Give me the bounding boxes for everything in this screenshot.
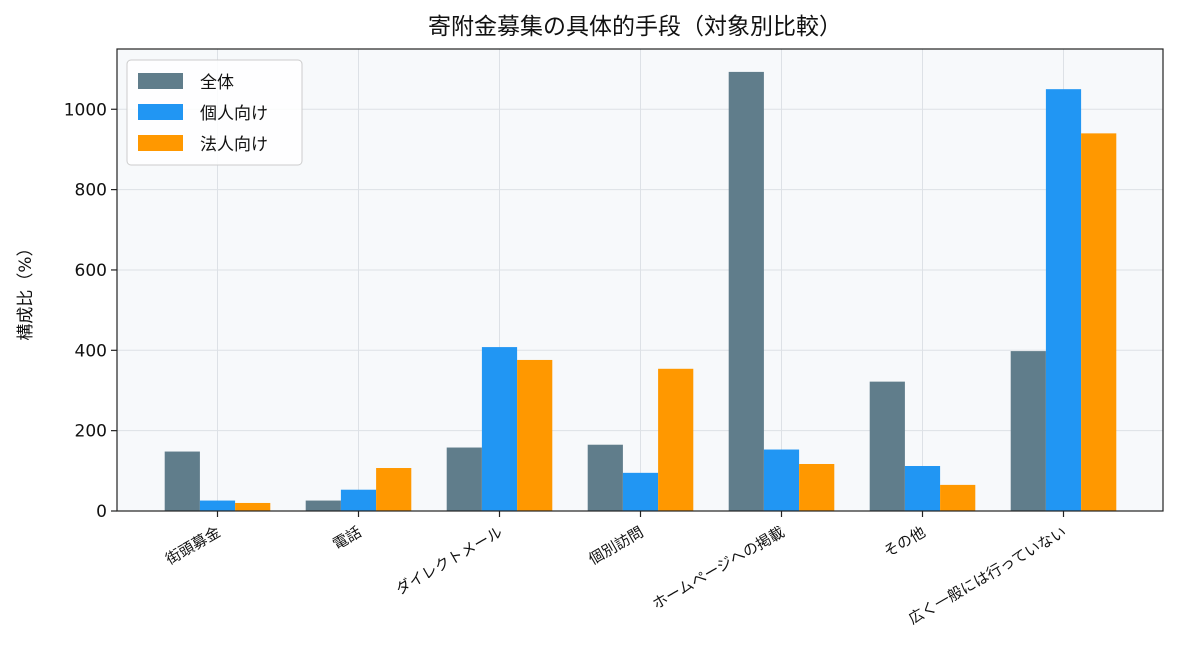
y-tick-label: 1000 xyxy=(64,100,107,120)
bar-全体-個別訪問 xyxy=(587,444,623,511)
bar-全体-ホームページへの掲載 xyxy=(728,71,764,511)
bar-法人向け-街頭募金 xyxy=(235,502,271,511)
bar-全体-ダイレクトメール xyxy=(446,447,482,511)
x-tick-label: 街頭募金 xyxy=(163,523,224,569)
bar-法人向け-ホームページへの掲載 xyxy=(799,463,835,511)
bar-個人向け-個別訪問 xyxy=(622,472,659,511)
bar-個人向け-街頭募金 xyxy=(199,500,236,511)
y-tick-label: 600 xyxy=(75,261,107,281)
bar-個人向け-その他 xyxy=(904,466,941,511)
bar-全体-広く一般には行っていない xyxy=(1010,351,1046,511)
legend-swatch xyxy=(138,73,183,89)
x-tick-label: 電話 xyxy=(330,523,365,554)
x-tick-label: 広く一般には行っていない xyxy=(905,523,1069,628)
bar-全体-その他 xyxy=(869,381,905,511)
y-tick-label: 200 xyxy=(75,422,107,442)
bar-法人向け-広く一般には行っていない xyxy=(1081,133,1117,511)
legend-label: 個人向け xyxy=(200,104,268,124)
bar-個人向け-広く一般には行っていない xyxy=(1045,89,1082,511)
bar-全体-街頭募金 xyxy=(164,451,200,511)
y-tick-label: 0 xyxy=(96,502,107,522)
x-tick-label: 個別訪問 xyxy=(586,523,647,569)
y-tick-label: 800 xyxy=(75,181,107,201)
legend-swatch xyxy=(138,135,183,151)
bar-法人向け-個別訪問 xyxy=(658,368,694,511)
x-tick-label: ダイレクトメール xyxy=(393,523,506,599)
bar-法人向け-その他 xyxy=(940,484,976,511)
bar-法人向け-ダイレクトメール xyxy=(517,359,553,511)
bar-個人向け-電話 xyxy=(340,489,377,511)
legend-swatch xyxy=(138,104,183,120)
bar-法人向け-電話 xyxy=(376,468,412,511)
x-tick-label: ホームページへの掲載 xyxy=(649,523,787,613)
x-tick-label: その他 xyxy=(881,523,929,561)
y-axis-label: 構成比（%） xyxy=(16,239,36,340)
legend-label: 全体 xyxy=(200,73,234,93)
bar-個人向け-ダイレクトメール xyxy=(481,347,518,511)
bar-全体-電話 xyxy=(305,500,341,511)
y-tick-label: 400 xyxy=(75,341,107,361)
chart-title: 寄附金募集の具体的手段（対象別比較） xyxy=(428,14,842,40)
legend-label: 法人向け xyxy=(200,135,268,155)
bar-個人向け-ホームページへの掲載 xyxy=(763,449,800,511)
bars xyxy=(164,71,1117,511)
